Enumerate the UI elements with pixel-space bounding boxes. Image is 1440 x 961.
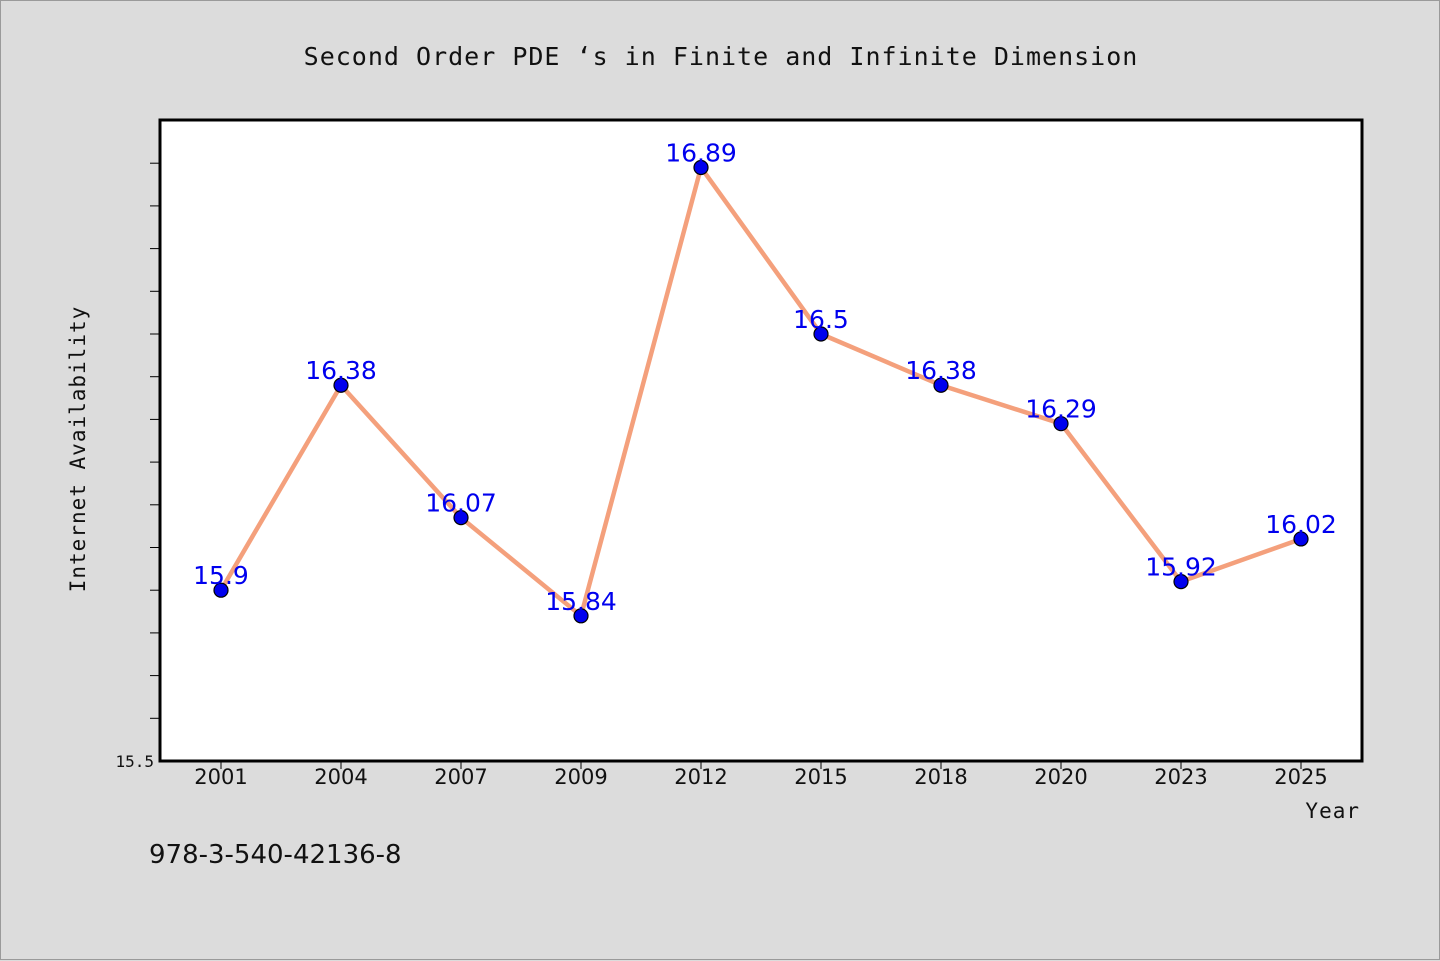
y-axis-ticks (150, 162, 161, 719)
data-label: 16.02 (1265, 510, 1337, 539)
data-label: 15.84 (545, 587, 617, 616)
x-tick-label: 2025 (1274, 765, 1327, 789)
data-point (693, 159, 709, 176)
data-label: 16.07 (425, 489, 497, 518)
x-tick-label: 2004 (314, 765, 367, 789)
data-label: 16.38 (905, 356, 977, 385)
data-point (453, 510, 469, 526)
x-tick-label: 2023 (1154, 765, 1207, 789)
data-point (333, 377, 349, 393)
x-tick-label: 2001 (194, 765, 247, 789)
data-label: 16.38 (305, 356, 377, 385)
data-point (933, 377, 949, 393)
data-label: 16.89 (665, 138, 737, 167)
x-axis-title: Year (1305, 799, 1360, 823)
data-label: 15.9 (193, 561, 249, 590)
data-label: 15.92 (1145, 553, 1217, 582)
data-label: 16.29 (1025, 395, 1097, 424)
isbn-footer: 978-3-540-42136-8 (149, 840, 402, 870)
data-point (573, 608, 589, 624)
x-tick-label: 2007 (434, 765, 487, 789)
series-layer: 15.9 16.38 16.07 15.84 16.89 16.5 16.38 16.29 15… (193, 138, 1337, 624)
x-tick-label: 2015 (794, 765, 847, 789)
data-point (213, 582, 229, 598)
y-axis-min-label: 15.5 (115, 752, 154, 771)
data-point (1293, 531, 1309, 547)
data-point (1053, 416, 1069, 432)
series-line (219, 165, 1302, 619)
x-tick-label: 2020 (1034, 765, 1087, 789)
x-axis-ticks: 2001 2004 2007 2009 2012 2015 2018 2020 2023 2025 (194, 761, 1328, 789)
data-point (1173, 574, 1189, 590)
x-tick-label: 2009 (554, 765, 607, 789)
x-tick-label: 2012 (674, 765, 727, 789)
chart-title: Second Order PDE ‘s in Finite and Infini… (304, 42, 1139, 71)
y-axis-title: Internet Availability (66, 306, 90, 593)
data-point (813, 326, 829, 342)
data-label: 16.5 (793, 305, 849, 334)
plot-area (158, 118, 1364, 763)
x-tick-label: 2018 (914, 765, 967, 789)
